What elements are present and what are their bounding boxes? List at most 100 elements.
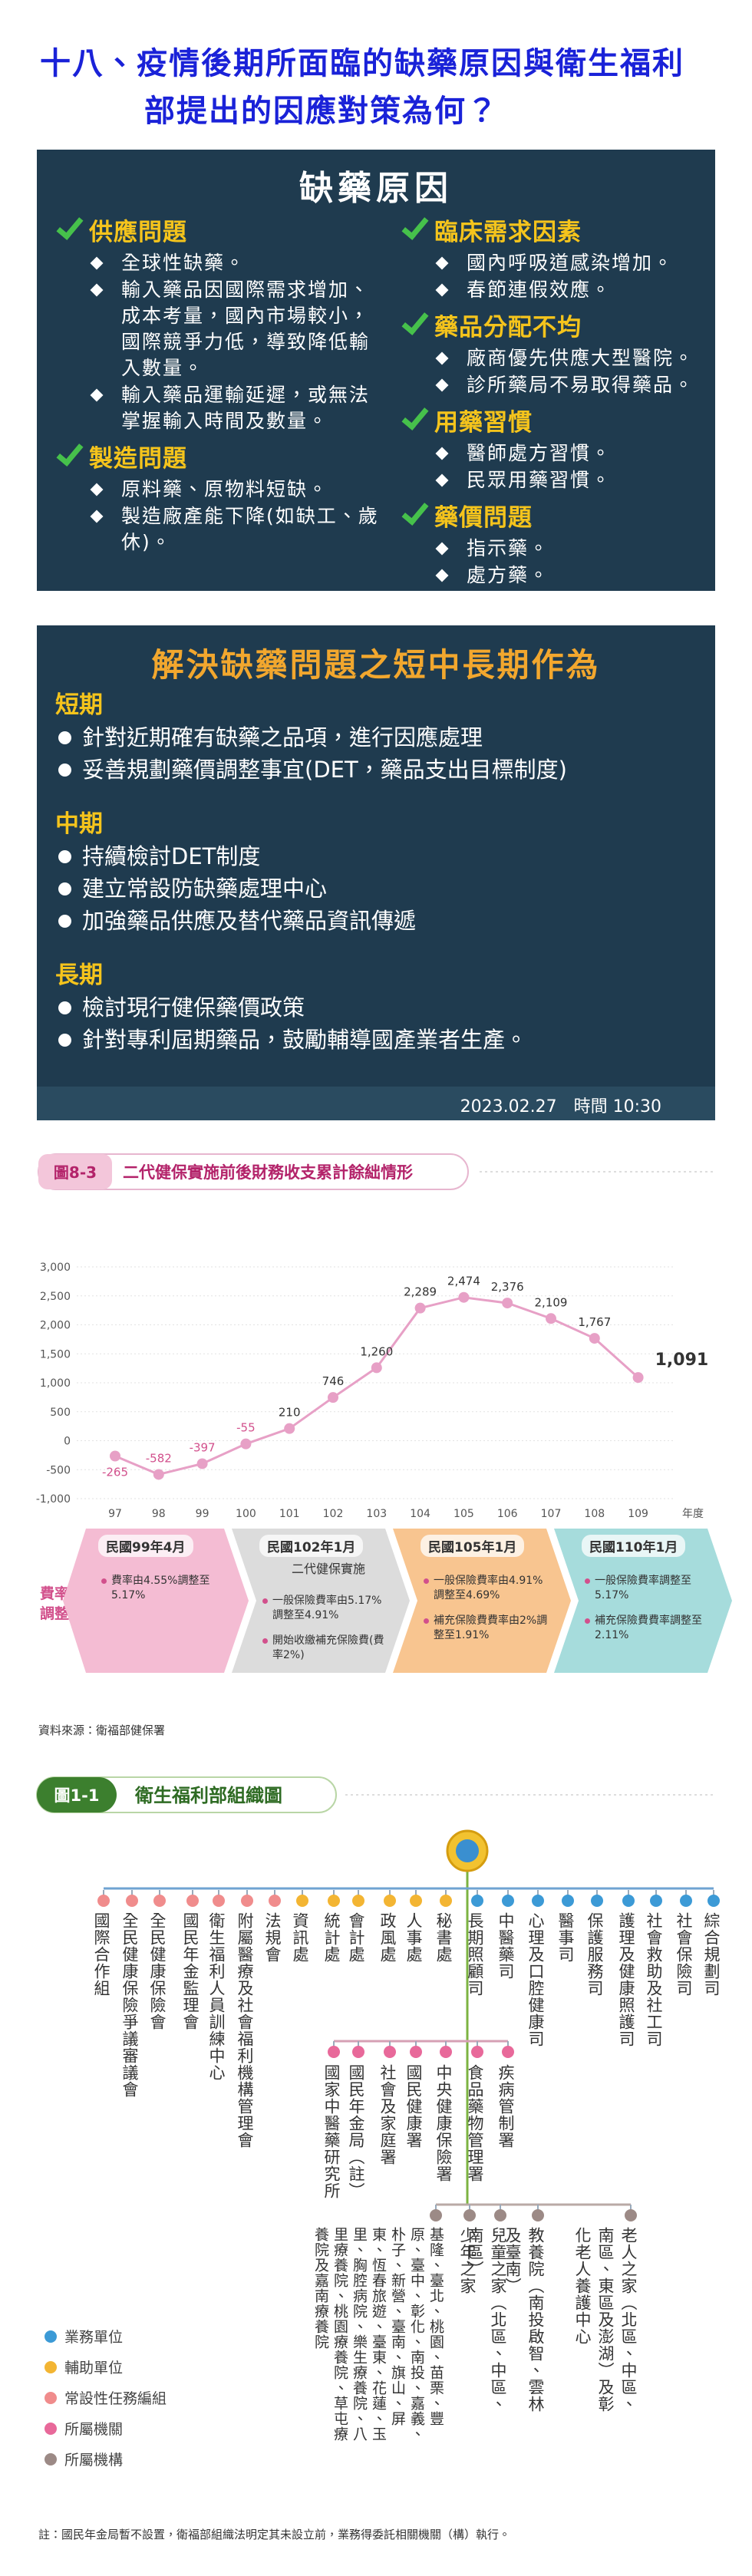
node-dot [352, 1895, 364, 1907]
timeline-stage [63, 1529, 249, 1673]
stage-bullet [262, 1638, 268, 1644]
stage-bullet [262, 1598, 268, 1604]
node-dot [471, 2046, 483, 2058]
node-dot [296, 1895, 308, 1907]
figure-title: 衛生福利部組織圖 [134, 1785, 282, 1806]
stage-item: 一般保險費率由5.17%調整至4.91% [259, 1594, 397, 1623]
x-tick-label: 100 [236, 1508, 256, 1520]
org-node-label: 老人之家（北區、中區、南區、東區及澎湖）及彰化老人養護中心 [573, 2227, 638, 2413]
stage-bullet [101, 1578, 107, 1584]
bullet-item: 民眾用藥習慣。 [433, 467, 707, 493]
section-heading: 中期 [55, 810, 103, 838]
diamond-bullet [435, 351, 449, 365]
stage-content: 民國102年1月 二代健保實施 一般保險費率由5.17%調整至4.91% 開始收繳補充… [259, 1535, 397, 1663]
data-label: 210 [279, 1406, 301, 1420]
node-dot [532, 2209, 544, 2221]
stage-item-text: 開始收繳補充保險費(費率2%) [272, 1634, 384, 1661]
data-point [632, 1372, 644, 1384]
circle-bullet [58, 1033, 71, 1047]
x-axis-label: 年度 [682, 1508, 704, 1520]
stage-bullet [424, 1578, 429, 1584]
org-node-label: 會計處 [347, 1912, 365, 1963]
org-node-label: 全民健康保險會 [148, 1912, 167, 2030]
legend-dot [45, 2423, 57, 2435]
timeline-stage [232, 1529, 410, 1673]
bullet-item: 持續檢討DET制度 [55, 842, 707, 871]
stage-item-text: 補充保險費費率由2%調整至1.91% [434, 1615, 548, 1641]
legend-label: 所屬機關 [64, 2421, 123, 2438]
x-tick-label: 107 [541, 1508, 562, 1520]
x-tick-label: 108 [584, 1508, 605, 1520]
node-dot [502, 2046, 514, 2058]
y-tick-label: 0 [64, 1436, 71, 1448]
figure-tag [37, 1777, 117, 1812]
bullet-item: 國內呼吸道感染增加。 [433, 250, 707, 276]
x-tick-label: 98 [152, 1508, 166, 1520]
item-text: 檢討現行健保藥價政策 [82, 994, 305, 1021]
circle-bullet [58, 731, 71, 744]
source-note: 資料來源：衛福部健保署 [38, 1723, 166, 1737]
diamond-bullet [435, 283, 449, 297]
timeline-label: 費率 [40, 1585, 69, 1602]
org-node-label: 中央健康保險署 [434, 2064, 453, 2182]
bullet-item: 廠商優先供應大型醫院。 [433, 345, 707, 371]
org-node-label: 法規會 [263, 1912, 282, 1963]
legend-dot [45, 2361, 57, 2373]
node-dot [410, 1895, 422, 1907]
data-label: 2,474 [447, 1275, 480, 1288]
slide-title: 解決缺藥問題之短中長期作為 [151, 646, 601, 684]
stage-item-text: 補充保險費費率調整至2.11% [595, 1615, 702, 1641]
node-dot [562, 1895, 574, 1907]
org-node-label: 長期照顧司 [466, 1912, 484, 1997]
org-node-label: 衛生福利人員訓練中心 [207, 1912, 226, 2081]
item-text: 針對近期確有缺藥之品項，進行因應處理 [82, 724, 483, 750]
stage-content: 民國105年1月 一般保險費率由4.91%調整至4.69% 補充保險費費率由2%調整… [421, 1535, 559, 1643]
stage-date: 民國105年1月 [421, 1535, 525, 1557]
diamond-bullet [435, 378, 449, 392]
node-dot [97, 1895, 110, 1907]
org-node-label: 統計處 [322, 1912, 341, 1963]
check-icon [56, 212, 84, 240]
check-icon [401, 402, 429, 430]
group-heading: 藥價問題 [401, 497, 707, 533]
y-tick-label: 3,000 [40, 1262, 71, 1274]
circle-bullet [58, 914, 71, 928]
x-tick-label: 109 [628, 1508, 648, 1520]
node-dot [707, 1895, 720, 1907]
item-text: 妥善規劃藥價調整事宜(DET，藥品支出目標制度) [82, 757, 567, 783]
slide-title: 缺藥原因 [299, 169, 453, 208]
figure-tag [38, 1154, 112, 1189]
footnote: 註：國民年金局暫不設置，衛福部組織法明定其未設立前，業務得委託相關機關（構）執行… [38, 2528, 511, 2541]
group-heading: 藥品分配不均 [401, 307, 707, 342]
data-point [414, 1302, 426, 1314]
group-heading: 供應問題 [55, 212, 393, 247]
stage-item: 開始收繳補充保險費(費率2%) [259, 1634, 397, 1663]
slide-column: 臨床需求因素 國內呼吸道感染增加。 春節連假效應。 藥品分配不均 廠商優先供應大型醫院。… [401, 208, 707, 589]
node-dot [213, 1895, 225, 1907]
org-node-label: 社會及家庭署 [378, 2064, 397, 2165]
legend-label: 常設性任務編組 [64, 2390, 167, 2407]
slide-panel: 缺藥原因 供應問題 全球性缺藥。 輸入藥品因國際需求增加、成本考量，國內市場較小，國際… [37, 150, 715, 591]
item-text: 廠商優先供應大型醫院。 [467, 347, 695, 369]
stage-content: 民國99年4月 費率由4.55%調整至5.17% [98, 1535, 236, 1603]
check-icon [401, 497, 429, 526]
diamond-bullet [90, 483, 104, 496]
bullet-item: 針對專利屆期藥品，鼓勵輔導國產業者生產。 [55, 1025, 707, 1054]
item-text: 輸入藥品運輸延遲，或無法掌握輸入時間及數量。 [121, 384, 371, 432]
org-node-label: 社會救助及社工司 [645, 1912, 663, 2047]
figure-title: 二代健保實施前後財務收支累計餘絀情形 [123, 1163, 413, 1182]
item-text: 醫師處方習慣。 [467, 442, 612, 464]
org-node-label: 秘書處 [434, 1912, 453, 1963]
diamond-bullet [90, 510, 104, 523]
y-tick-label: 1,000 [40, 1377, 71, 1390]
x-tick-label: 99 [196, 1508, 209, 1520]
group-heading-text: 用藥習慣 [434, 409, 533, 437]
data-label: -582 [146, 1451, 172, 1465]
x-tick-label: 104 [410, 1508, 430, 1520]
data-point [284, 1423, 295, 1434]
node-dot [625, 2209, 637, 2221]
group-heading-text: 製造問題 [89, 445, 187, 473]
data-point [153, 1469, 164, 1480]
stage-item: 一般保險費率調整至5.17% [582, 1574, 720, 1603]
